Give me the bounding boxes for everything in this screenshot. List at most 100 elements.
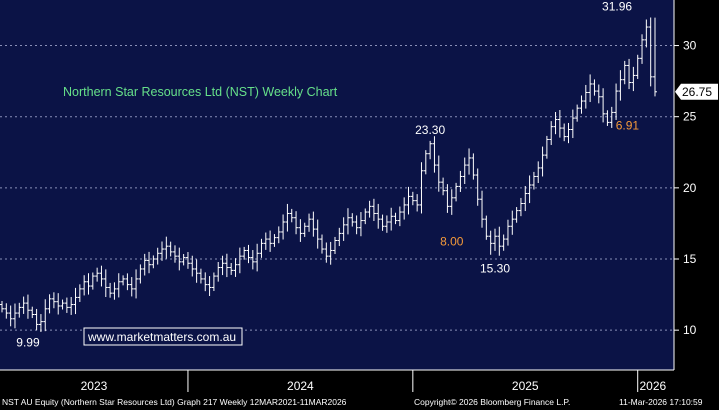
ohlc-bar [627, 58, 632, 90]
ohlc-bar [518, 197, 523, 217]
ohlc-bar [147, 251, 152, 274]
ohlc-bar [99, 265, 104, 287]
ohlc-bar [216, 261, 221, 282]
ohlc-bar [95, 267, 100, 282]
ohlc-bar [237, 247, 242, 274]
ohlc-bar [557, 110, 562, 138]
ohlc-bar [601, 88, 606, 123]
ohlc-bar [56, 293, 61, 315]
ohlc-bar [302, 222, 307, 237]
ohlc-bar [341, 217, 346, 241]
ohlc-bar [492, 228, 497, 251]
ohlc-bar [527, 175, 532, 204]
ohlc-bar [324, 242, 329, 263]
ohlc-bar [263, 232, 268, 250]
ohlc-bar [449, 189, 454, 215]
ohlc-bar [125, 273, 130, 291]
annotation-label: 8.00 [440, 235, 464, 249]
ohlc-bar [51, 292, 56, 309]
ohlc-bar [8, 305, 13, 327]
ohlc-bar [609, 106, 614, 128]
ohlc-bar [77, 284, 82, 302]
ohlc-bar [172, 245, 177, 263]
ohlc-bar [505, 219, 510, 246]
ohlc-bar [121, 275, 126, 286]
ohlc-bar [164, 236, 169, 259]
ohlc-bar [203, 272, 208, 292]
year-label: 2026 [639, 379, 666, 393]
ohlc-bar [134, 269, 139, 299]
gridlines [0, 45, 674, 331]
ohlc-bar [497, 226, 502, 256]
ohlc-bar [371, 198, 376, 222]
watermark-box[interactable]: www.marketmatters.com.au [83, 327, 243, 346]
price-bars [0, 17, 657, 333]
ohlc-bar [60, 299, 65, 310]
watermark-link[interactable]: www.marketmatters.com.au [87, 330, 236, 344]
x-axis: 2023 2024 2025 2026 [0, 369, 674, 393]
ohlc-bar [575, 104, 580, 122]
ohlc-bar [103, 269, 108, 297]
ohlc-bar [246, 244, 251, 264]
ohlc-bar [160, 241, 165, 261]
ohlc-bar [255, 243, 260, 272]
ohlc-bar [211, 272, 216, 292]
ohlc-bar [194, 259, 199, 283]
ohlc-bar [445, 184, 450, 213]
ohlc-bar [480, 190, 485, 228]
ohlc-bar [90, 272, 95, 290]
ohlc-bar [25, 294, 30, 319]
ohlc-bar [618, 70, 623, 101]
annotations: 9.99 23.30 8.00 15.30 31.96 6.91 [16, 0, 639, 349]
y-tick-label: 20 [683, 181, 697, 195]
ohlc-bar [635, 54, 640, 79]
ohlc-bar [30, 306, 35, 319]
ohlc-bar [462, 157, 467, 185]
ohlc-bar [34, 308, 39, 331]
ohlc-bar [467, 148, 472, 175]
y-tick-label: 15 [683, 252, 697, 266]
ohlc-bar [423, 150, 428, 175]
ohlc-bar [337, 227, 342, 247]
last-price-tag: 26.75 [675, 83, 718, 100]
ohlc-bar [553, 111, 558, 135]
ohlc-bar [43, 299, 48, 332]
ohlc-bar [190, 255, 195, 277]
ohlc-bar [536, 161, 541, 184]
ohlc-bar [484, 215, 489, 240]
ohlc-bar [142, 253, 147, 276]
ohlc-bar [207, 276, 212, 296]
ohlc-bar [436, 155, 441, 192]
chart-title: Northern Star Resources Ltd (NST) Weekly… [63, 85, 338, 99]
ohlc-bar [69, 296, 74, 315]
ohlc-bar [640, 34, 645, 64]
plot-area [0, 0, 674, 370]
ohlc-bar [276, 226, 281, 244]
ohlc-bar [501, 234, 506, 251]
ohlc-bar [108, 282, 113, 298]
ohlc-bar [384, 215, 389, 233]
ohlc-bar [402, 197, 407, 220]
footer-timestamp: 11-Mar-2026 17:10:59 [619, 397, 703, 407]
ohlc-bar [510, 210, 515, 235]
ohlc-bar [540, 146, 545, 177]
annotation-label: 9.99 [16, 335, 40, 349]
ohlc-bar [596, 84, 601, 104]
ohlc-bar [21, 296, 26, 314]
ohlc-bar [298, 219, 303, 242]
ohlc-bar [17, 302, 22, 318]
ohlc-bar [86, 273, 91, 295]
ohlc-bar [311, 211, 316, 237]
y-axis: 10 15 20 25 30 [673, 0, 697, 370]
ohlc-bar [514, 207, 519, 223]
ohlc-bar [151, 255, 156, 269]
ohlc-bar [185, 252, 190, 269]
ohlc-bar [220, 255, 225, 276]
ohlc-bar [549, 121, 554, 146]
ohlc-bar [47, 294, 52, 314]
y-tick-label: 30 [683, 39, 697, 53]
ohlc-bar [566, 122, 571, 144]
ohlc-bar [354, 215, 359, 235]
last-price-label: 26.75 [682, 85, 712, 99]
